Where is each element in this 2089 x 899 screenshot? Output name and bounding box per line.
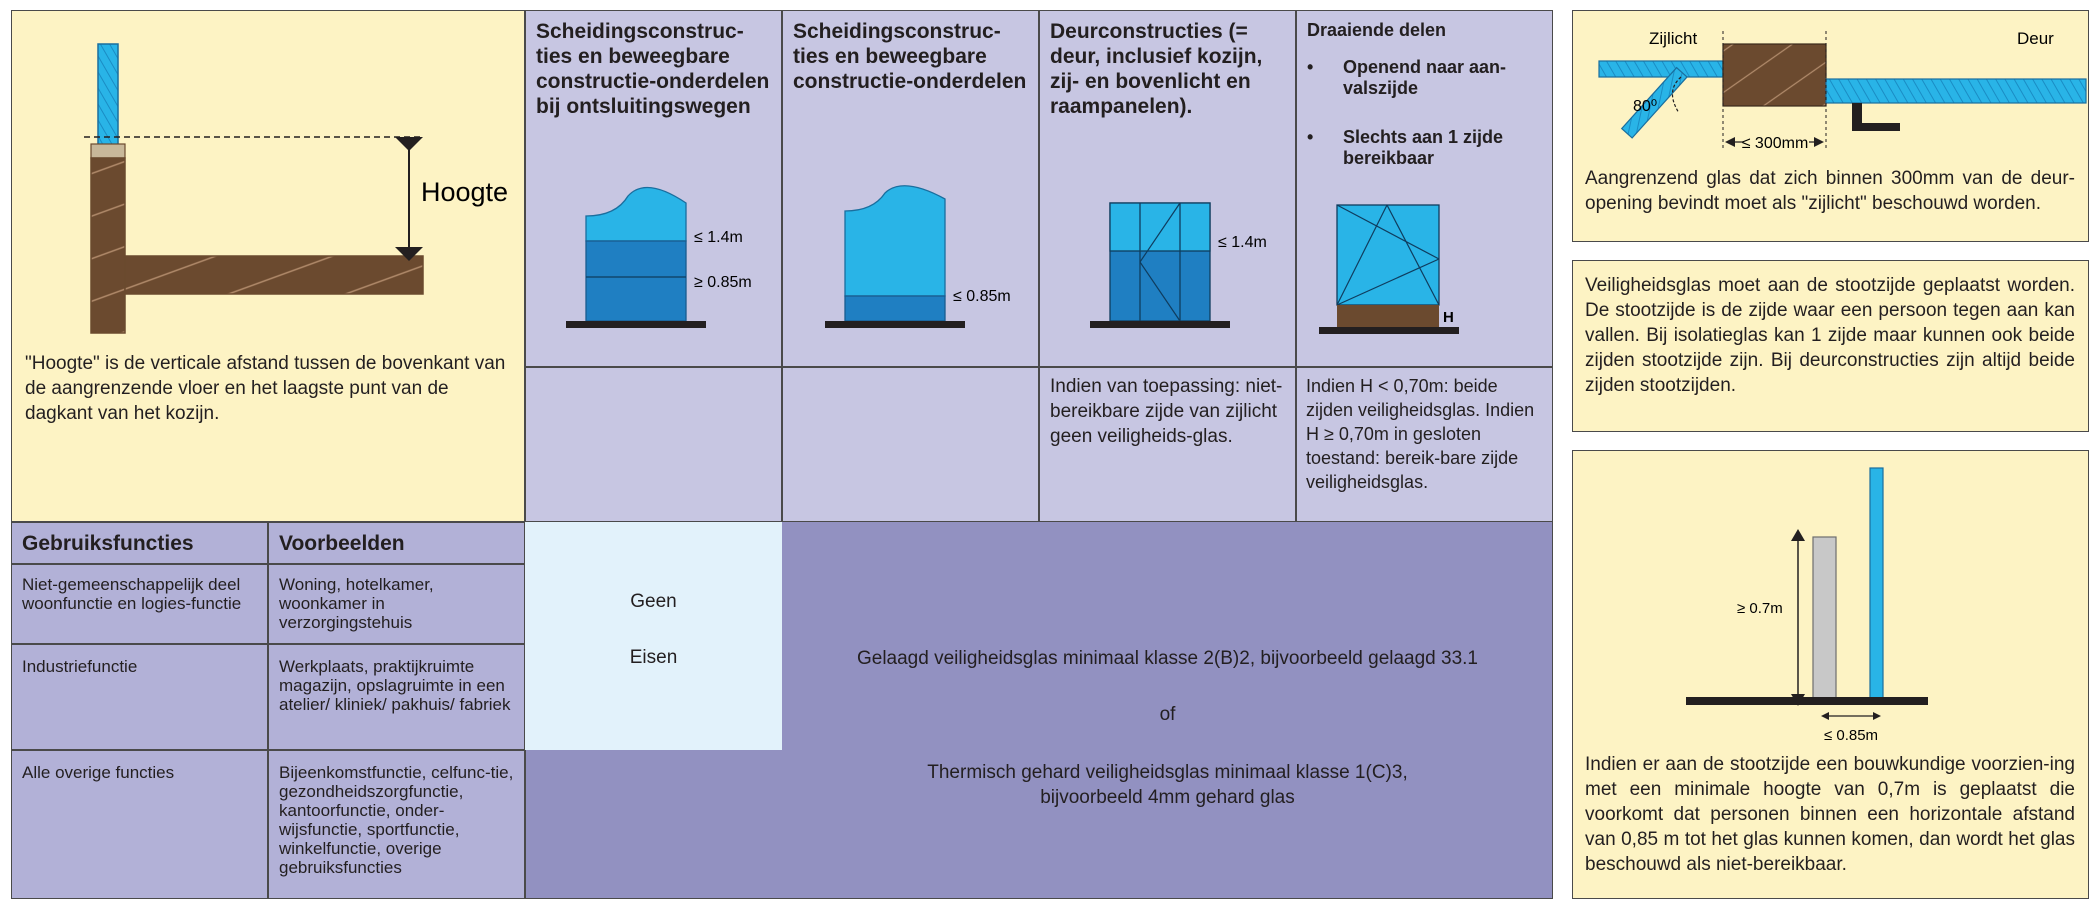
- frame-sill: [90, 143, 126, 159]
- barrier-floor: [1686, 697, 1928, 705]
- col-1-base: [566, 321, 706, 328]
- col-1-upper-glass: [585, 186, 687, 242]
- col-3-label-1: ≤ 1.4m: [1218, 234, 1267, 251]
- col-3-base: [1090, 321, 1230, 328]
- rotating-window: [1336, 204, 1440, 306]
- col-4-note: Indien H < 0,70m: beide zijden veilighei…: [1306, 376, 1535, 492]
- side-glass-rotated: [1620, 66, 1688, 139]
- row-3-function: Alle overige functies: [22, 763, 175, 782]
- stootzijde-panel: Veiligheidsglas moet aan de stootzijde g…: [1572, 260, 2089, 432]
- barrier-panel: ≥ 0.7m ≤ 0.85m Indien er aan de stootzij…: [1572, 450, 2089, 899]
- table-row: Alle overige functies: [11, 750, 268, 899]
- table-header-function-label: Gebruiksfuncties: [22, 532, 194, 555]
- row-2-examples: Werkplaats, praktijkruimte magazijn, ops…: [279, 657, 511, 714]
- col-2-lower-glass: [844, 295, 946, 322]
- col-2-note: [782, 367, 1039, 522]
- col-2-label-1: ≤ 0.85m: [953, 288, 1011, 305]
- col-4-base: [1319, 327, 1459, 334]
- table-row: Niet-gemeenschappelijk deel woonfunctie …: [11, 564, 268, 644]
- barrier-distance-label: ≤ 0.85m: [1824, 727, 1878, 744]
- col-1-header: Scheidingsconstruc-ties en beweegbare co…: [536, 20, 770, 118]
- col-1-label-2: ≥ 0.85m: [694, 274, 752, 291]
- geen-label: Geen: [630, 591, 677, 612]
- glass-pane-tall: [1869, 467, 1884, 701]
- barrier-text: Indien er aan de stootzijde een bouwkund…: [1585, 754, 2075, 875]
- col-4-label-h: H: [1443, 309, 1454, 326]
- stootzijde-text: Veiligheidsglas moet aan de stootzijde g…: [1585, 275, 2075, 396]
- col-3-note-cell: Indien van toepassing: niet-bereikbare z…: [1039, 367, 1296, 522]
- barrier-height-label: ≥ 0.7m: [1737, 600, 1783, 617]
- no-requirements-cell: Geen Eisen: [525, 522, 782, 750]
- height-diagram: Hoogte: [84, 43, 508, 334]
- col-1-lower-glass: [585, 240, 687, 322]
- col-2-base: [825, 321, 965, 328]
- zijlicht-text: Aangrenzend glas dat zich binnen 300mm v…: [1585, 168, 2075, 214]
- zijlicht-panel: Zijlicht Deur 80⁰ ≤ 300mm Aangrenzend gl…: [1572, 10, 2089, 242]
- col-1: Scheidingsconstruc-ties en beweegbare co…: [525, 10, 782, 367]
- col-2-upper-glass: [844, 185, 946, 297]
- barrier: [1812, 536, 1837, 701]
- barrier-diagram: ≥ 0.7m ≤ 0.85m: [1686, 467, 1928, 744]
- side-glass: [1598, 60, 1724, 78]
- table-row: Woning, hotelkamer, woonkamer in verzorg…: [268, 564, 525, 644]
- row-3-examples: Bijeenkomstfunctie, celfunc-tie, gezondh…: [279, 763, 514, 877]
- col-2: Scheidingsconstruc-ties en beweegbare co…: [782, 10, 1039, 367]
- floor: [124, 255, 424, 295]
- door-handle: [1852, 103, 1862, 129]
- col-4-bullet-1: • Openend naar aan-valszijde: [1307, 57, 1507, 98]
- col-1-diagram: ≤ 1.4m ≥ 0.85m: [566, 186, 752, 328]
- wall: [90, 157, 126, 334]
- height-panel: Hoogte "Hoogte" is de verticale afstand …: [11, 10, 525, 522]
- height-description: "Hoogte" is de verticale afstand tussen …: [25, 353, 506, 424]
- row-1-examples: Woning, hotelkamer, woonkamer in verzorg…: [279, 575, 434, 632]
- col-4-note-cell: Indien H < 0,70m: beide zijden veilighei…: [1296, 367, 1553, 522]
- table-header-function: Gebruiksfuncties: [11, 522, 268, 564]
- row-1-function: Niet-gemeenschappelijk deel woonfunctie …: [22, 575, 242, 613]
- col-1-label-1: ≤ 1.4m: [694, 229, 743, 246]
- requirement-2: Thermisch gehard veiligheidsglas minimaa…: [927, 762, 1408, 808]
- table-row: Werkplaats, praktijkruimte magazijn, ops…: [268, 644, 525, 750]
- col-4-diagram: H: [1319, 204, 1459, 334]
- eisen-label: Eisen: [629, 647, 678, 668]
- distance-300-label: ≤ 300mm: [1742, 135, 1809, 152]
- col-4-bullet-2: • Slechts aan 1 zijde bereikbaar: [1307, 127, 1504, 168]
- table-header-examples: Voorbeelden: [268, 522, 525, 564]
- table-row: Bijeenkomstfunctie, celfunc-tie, gezondh…: [268, 750, 525, 899]
- row-2-function: Industriefunctie: [22, 657, 138, 676]
- col-4-header: Draaiende delen: [1307, 20, 1447, 40]
- requirement-1: Gelaagd veiligheidsglas minimaal klasse …: [856, 648, 1479, 669]
- zijlicht-diagram: Zijlicht Deur 80⁰ ≤ 300mm: [1598, 29, 2087, 152]
- col-1-note: [525, 367, 782, 522]
- col-2-header: Scheidingsconstruc-ties en beweegbare co…: [793, 20, 1027, 93]
- table-row: Industriefunctie: [11, 644, 268, 750]
- col-3-note: Indien van toepassing: niet-bereikbare z…: [1050, 376, 1283, 447]
- wall-block: [1722, 43, 1827, 107]
- col-3-header: Deurconstructies (= deur, inclusief kozi…: [1050, 20, 1263, 118]
- angle-label: 80⁰: [1633, 98, 1657, 115]
- col-4: Draaiende delen • Openend naar aan-valszi…: [1296, 10, 1553, 367]
- door-glass: [1825, 78, 2087, 104]
- hoogte-label: Hoogte: [421, 177, 508, 207]
- table-header-examples-label: Voorbeelden: [279, 532, 405, 555]
- requirement-or: of: [1159, 704, 1176, 725]
- sill-wood: [1337, 305, 1439, 327]
- col-2-diagram: ≤ 0.85m: [825, 185, 1011, 328]
- deur-label: Deur: [2017, 29, 2054, 48]
- col-3: Deurconstructies (= deur, inclusief kozi…: [1039, 10, 1296, 367]
- zijlicht-label: Zijlicht: [1649, 29, 1697, 48]
- col-3-diagram: ≤ 1.4m: [1090, 202, 1267, 328]
